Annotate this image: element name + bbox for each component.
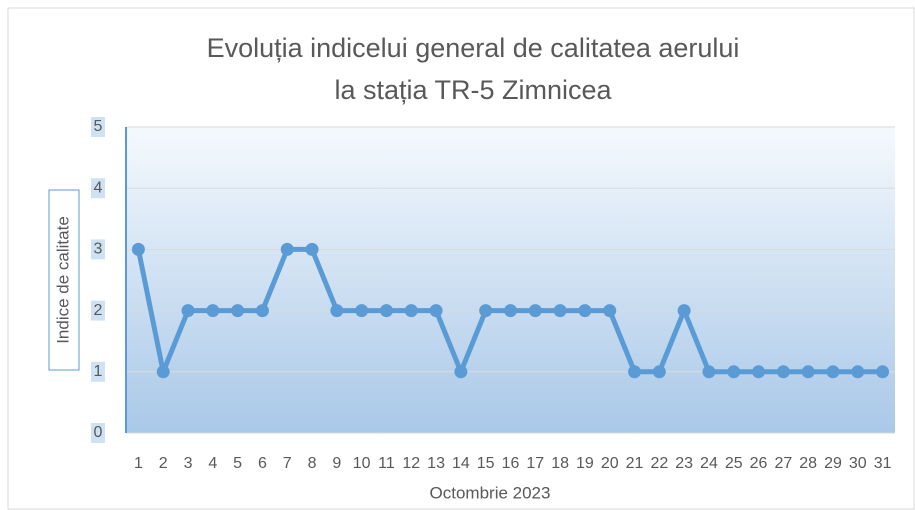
- data-point: [727, 365, 741, 379]
- data-point: [628, 365, 642, 379]
- data-point: [677, 304, 691, 318]
- y-tick-label: 1: [94, 363, 103, 380]
- data-point: [479, 304, 493, 318]
- y-tick-label: 4: [94, 179, 103, 196]
- y-tick-label: 0: [94, 424, 103, 441]
- x-tick-label: 18: [551, 455, 569, 472]
- data-point: [131, 242, 145, 256]
- data-point: [181, 304, 195, 318]
- y-tick-highlight: [91, 239, 105, 260]
- chart-title: Evoluția indicelui general de calitatea …: [207, 33, 740, 63]
- x-tick-label: 30: [849, 455, 867, 472]
- data-point: [454, 365, 468, 379]
- x-tick-label: 10: [353, 455, 371, 472]
- x-tick-label: 16: [502, 455, 520, 472]
- y-tick-label: 3: [94, 241, 103, 258]
- data-point: [702, 365, 716, 379]
- x-tick-label: 29: [824, 455, 842, 472]
- x-tick-label: 6: [258, 455, 267, 472]
- y-tick-label: 2: [94, 302, 103, 319]
- x-tick-label: 17: [526, 455, 544, 472]
- x-tick-label: 8: [308, 455, 317, 472]
- data-point: [826, 365, 840, 379]
- data-point: [231, 304, 245, 318]
- data-point: [752, 365, 766, 379]
- y-axis-label: Indice de calitate: [53, 216, 72, 344]
- data-point: [553, 304, 567, 318]
- data-point: [578, 304, 592, 318]
- data-point: [280, 242, 294, 256]
- y-tick-highlight: [91, 423, 105, 443]
- data-point: [528, 304, 542, 318]
- data-point: [429, 304, 443, 318]
- data-point: [206, 304, 220, 318]
- data-point: [330, 304, 344, 318]
- x-tick-label: 14: [452, 455, 470, 472]
- x-tick-label: 24: [700, 455, 718, 472]
- x-tick-label: 26: [750, 455, 768, 472]
- x-tick-label: 9: [332, 455, 341, 472]
- data-point: [851, 365, 865, 379]
- data-point: [355, 304, 369, 318]
- y-axis-label-box: [48, 189, 80, 371]
- x-tick-label: 2: [159, 455, 168, 472]
- x-tick-label: 4: [208, 455, 217, 472]
- x-axis-label: Octombrie 2023: [430, 483, 551, 502]
- data-point: [404, 304, 418, 318]
- x-tick-label: 22: [650, 455, 668, 472]
- y-tick-label: 5: [94, 118, 103, 135]
- chart-title: la stația TR-5 Zimnicea: [334, 75, 612, 105]
- x-tick-label: 11: [378, 455, 395, 472]
- data-point: [876, 365, 890, 379]
- x-tick-label: 27: [774, 455, 792, 472]
- data-point: [156, 365, 170, 379]
- plot-area: [126, 127, 895, 433]
- x-tick-label: 1: [134, 455, 143, 472]
- data-point: [255, 304, 269, 318]
- x-tick-label: 25: [725, 455, 743, 472]
- x-tick-label: 23: [675, 455, 693, 472]
- x-tick-label: 13: [427, 455, 445, 472]
- x-tick-label: 20: [601, 455, 619, 472]
- x-tick-label: 21: [626, 455, 644, 472]
- x-tick-label: 7: [283, 455, 292, 472]
- x-tick-label: 12: [402, 455, 420, 472]
- y-tick-highlight: [91, 300, 105, 321]
- data-point: [603, 304, 617, 318]
- y-tick-highlight: [91, 117, 105, 137]
- x-tick-label: 15: [477, 455, 495, 472]
- x-tick-label: 31: [874, 455, 892, 472]
- data-point: [776, 365, 790, 379]
- data-point: [305, 242, 319, 256]
- data-point: [379, 304, 393, 318]
- x-tick-label: 3: [184, 455, 193, 472]
- x-tick-label: 19: [576, 455, 594, 472]
- data-point: [652, 365, 666, 379]
- x-tick-label: 28: [799, 455, 817, 472]
- y-tick-highlight: [91, 361, 105, 382]
- y-tick-highlight: [91, 178, 105, 199]
- data-point: [801, 365, 815, 379]
- x-tick-label: 5: [233, 455, 242, 472]
- data-point: [504, 304, 517, 318]
